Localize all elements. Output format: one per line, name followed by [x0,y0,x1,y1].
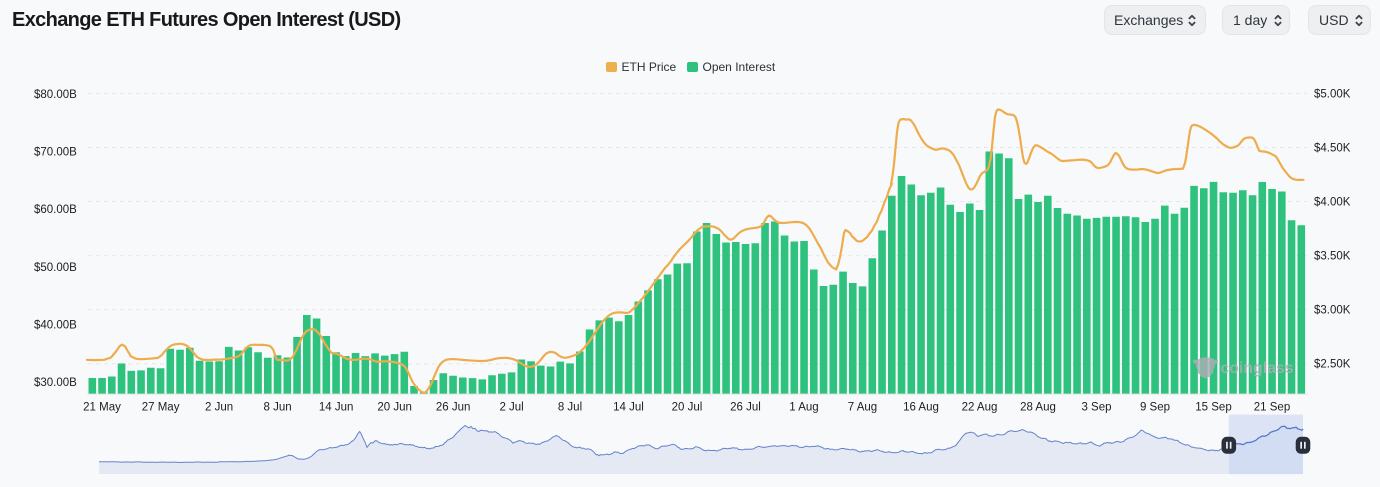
svg-text:21 May: 21 May [83,402,121,414]
svg-text:26 Jul: 26 Jul [730,402,761,414]
svg-text:22 Aug: 22 Aug [962,402,998,414]
svg-text:14 Jun: 14 Jun [319,402,354,414]
svg-text:$3.50K: $3.50K [1314,251,1351,263]
svg-text:$4.00K: $4.00K [1314,197,1351,209]
svg-text:15 Sep: 15 Sep [1195,402,1231,414]
svg-text:9 Sep: 9 Sep [1140,402,1170,414]
svg-text:$40.00B: $40.00B [34,319,77,331]
svg-text:coinglass: coinglass [1221,360,1294,377]
svg-text:$2.50K: $2.50K [1314,359,1351,371]
svg-text:$50.00B: $50.00B [34,262,77,274]
svg-text:2 Jun: 2 Jun [205,402,233,414]
svg-text:21 Sep: 21 Sep [1254,402,1290,414]
svg-text:27 May: 27 May [142,402,180,414]
svg-text:8 Jun: 8 Jun [264,402,292,414]
svg-text:26 Jun: 26 Jun [436,402,471,414]
svg-text:7 Aug: 7 Aug [848,402,877,414]
svg-text:$4.50K: $4.50K [1314,143,1351,155]
svg-text:$30.00B: $30.00B [34,377,77,389]
svg-text:16 Aug: 16 Aug [903,402,939,414]
svg-text:20 Jul: 20 Jul [672,402,703,414]
svg-text:$60.00B: $60.00B [34,204,77,216]
svg-text:$5.00K: $5.00K [1314,88,1351,100]
svg-text:3 Sep: 3 Sep [1081,402,1111,414]
svg-text:20 Jun: 20 Jun [377,402,412,414]
svg-text:8 Jul: 8 Jul [558,402,582,414]
svg-text:28 Aug: 28 Aug [1020,402,1056,414]
svg-text:2 Jul: 2 Jul [499,402,523,414]
svg-text:14 Jul: 14 Jul [613,402,644,414]
svg-text:$3.00K: $3.00K [1314,305,1351,317]
svg-text:$80.00B: $80.00B [34,89,77,101]
svg-text:1 Aug: 1 Aug [789,402,818,414]
svg-text:$70.00B: $70.00B [34,147,77,159]
